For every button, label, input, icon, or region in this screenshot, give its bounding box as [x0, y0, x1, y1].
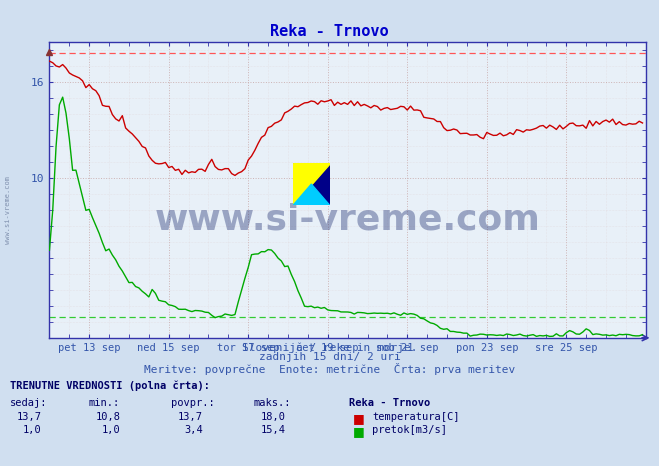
Text: povpr.:: povpr.: — [171, 398, 215, 408]
Text: 3,4: 3,4 — [185, 425, 203, 435]
Text: 1,0: 1,0 — [102, 425, 121, 435]
Text: Reka - Trnovo: Reka - Trnovo — [270, 24, 389, 39]
Text: zadnjih 15 dni/ 2 uri: zadnjih 15 dni/ 2 uri — [258, 352, 401, 362]
Text: 15,4: 15,4 — [260, 425, 285, 435]
Text: 13,7: 13,7 — [16, 412, 42, 422]
Text: 1,0: 1,0 — [23, 425, 42, 435]
Text: TRENUTNE VREDNOSTI (polna črta):: TRENUTNE VREDNOSTI (polna črta): — [10, 381, 210, 391]
Text: pretok[m3/s]: pretok[m3/s] — [372, 425, 447, 435]
Text: 10,8: 10,8 — [96, 412, 121, 422]
Text: ■: ■ — [353, 425, 364, 438]
Text: sedaj:: sedaj: — [10, 398, 47, 408]
Text: temperatura[C]: temperatura[C] — [372, 412, 460, 422]
Polygon shape — [293, 163, 330, 205]
Text: 18,0: 18,0 — [260, 412, 285, 422]
Text: Reka - Trnovo: Reka - Trnovo — [349, 398, 430, 408]
Text: maks.:: maks.: — [254, 398, 291, 408]
Text: www.si-vreme.com: www.si-vreme.com — [155, 203, 540, 236]
Text: Meritve: povprečne  Enote: metrične  Črta: prva meritev: Meritve: povprečne Enote: metrične Črta:… — [144, 363, 515, 375]
Text: Slovenija / reke in morje.: Slovenija / reke in morje. — [242, 343, 417, 352]
Text: min.:: min.: — [89, 398, 120, 408]
Text: 13,7: 13,7 — [178, 412, 203, 422]
Text: ■: ■ — [353, 412, 364, 425]
Text: www.si-vreme.com: www.si-vreme.com — [5, 176, 11, 244]
Polygon shape — [293, 184, 330, 205]
